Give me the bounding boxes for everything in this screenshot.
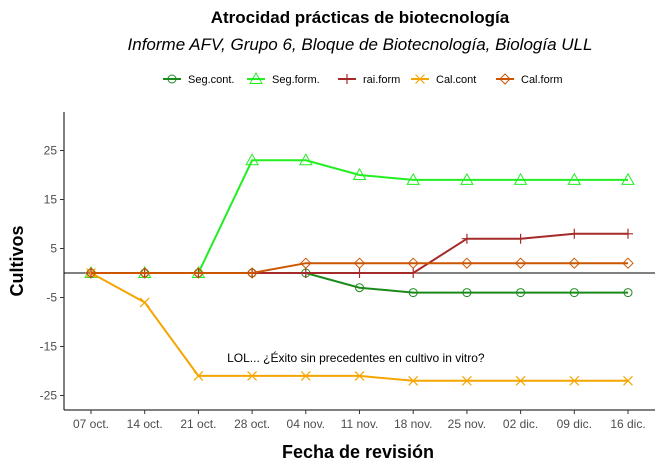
y-tick-label: 15: [44, 193, 58, 207]
diamond-point: [85, 267, 97, 279]
y-tick-label: -5: [46, 291, 57, 305]
y-tick-label: 5: [50, 242, 57, 256]
x-tick-label: 02 dic.: [503, 417, 538, 431]
diamond-point: [461, 257, 473, 269]
circle-point: [462, 288, 472, 298]
x-tick-label: 18 nov.: [394, 417, 432, 431]
x-tick-label: 28 oct.: [234, 417, 270, 431]
plus-point: [354, 268, 365, 278]
x-tick-label: 07 oct.: [73, 417, 109, 431]
cross-point: [415, 74, 425, 84]
plus-point: [623, 228, 633, 239]
x-tick-label: 09 dic.: [557, 417, 592, 431]
legend-item: Seg.cont.: [163, 74, 234, 86]
legend-item: Seg.form.: [247, 71, 320, 86]
legend: Seg.cont. Seg.form. rai.form Cal.cont Cal.fo…: [163, 71, 563, 86]
y-axis-title: Cultivos: [7, 225, 27, 296]
legend-label: Cal.cont: [436, 74, 476, 86]
circle-point: [623, 288, 633, 298]
series-rai-form: [86, 228, 633, 278]
diamond-point: [246, 267, 258, 279]
triangle-point: [567, 172, 582, 185]
series-line: [91, 262, 628, 274]
circle-point: [408, 288, 418, 298]
series-layer: [84, 153, 635, 386]
legend-item: Cal.form: [496, 73, 563, 86]
diamond-point: [192, 267, 205, 279]
cross-point: [300, 370, 311, 381]
diamond-point: [353, 257, 366, 269]
cross-point: [354, 370, 365, 381]
plus-point: [515, 233, 526, 244]
triangle-point: [245, 153, 259, 166]
series-cal-cont: [86, 268, 633, 386]
x-tick-label: 14 oct.: [127, 417, 163, 431]
triangle-point: [406, 172, 421, 185]
cross-point: [193, 370, 204, 381]
triangle-point: [621, 172, 635, 185]
x-axis-title: Fecha de revisión: [282, 442, 434, 462]
y-tick-label: 25: [44, 144, 58, 158]
plus-point: [461, 233, 472, 244]
chart-subtitle: Informe AFV, Grupo 6, Bloque de Biotecno…: [128, 35, 593, 54]
diamond-point: [499, 73, 511, 85]
diamond-point: [407, 257, 419, 269]
y-axis-ticks: 25 15 5 -5 -15 -25: [40, 144, 64, 403]
series-line: [91, 159, 628, 274]
x-axis-ticks: 07 oct. 14 oct. 21 oct. 28 oct. 04 nov. 11 no…: [73, 410, 646, 431]
triangle-point: [513, 172, 528, 185]
circle-point: [569, 288, 579, 298]
y-tick-label: -25: [40, 389, 58, 403]
cross-point: [247, 370, 258, 381]
series-seg-form: [84, 153, 635, 278]
diamond-point: [568, 257, 581, 269]
legend-label: Seg.form.: [272, 74, 320, 86]
legend-item: rai.form: [338, 74, 400, 86]
diamond-point: [138, 267, 151, 279]
cross-point: [623, 375, 633, 386]
cross-point: [515, 375, 526, 386]
x-tick-label: 16 dic.: [610, 417, 645, 431]
plus-point: [342, 74, 352, 84]
x-tick-label: 11 nov.: [341, 417, 379, 431]
x-tick-label: 04 nov.: [287, 417, 325, 431]
circle-point: [516, 288, 526, 298]
annotation-text: LOL... ¿Éxito sin precedentes en cultivo…: [227, 350, 485, 365]
triangle-point: [352, 167, 367, 180]
diamond-point: [514, 257, 527, 269]
y-tick-label: -15: [40, 340, 58, 354]
series-cal-form: [85, 257, 634, 279]
triangle-point: [249, 71, 263, 84]
x-tick-label: 25 nov.: [448, 417, 486, 431]
diamond-point: [300, 257, 312, 269]
plus-point: [569, 228, 580, 239]
cross-point: [139, 297, 150, 308]
triangle-point: [460, 172, 474, 185]
circle-point: [167, 74, 177, 84]
cross-point: [569, 375, 580, 386]
legend-label: Cal.form: [521, 74, 563, 86]
series-line: [91, 232, 628, 274]
plus-point: [408, 268, 419, 278]
triangle-point: [298, 153, 313, 166]
x-tick-label: 21 oct.: [180, 417, 216, 431]
legend-label: Seg.cont.: [188, 74, 234, 86]
legend-label: rai.form: [363, 74, 400, 86]
cross-point: [408, 375, 419, 386]
circle-point: [355, 283, 364, 293]
legend-item: Cal.cont: [411, 74, 476, 86]
plus-point: [300, 268, 311, 278]
chart-title: Atrocidad prácticas de biotecnología: [211, 8, 510, 27]
diamond-point: [622, 257, 634, 269]
cross-point: [461, 375, 472, 386]
